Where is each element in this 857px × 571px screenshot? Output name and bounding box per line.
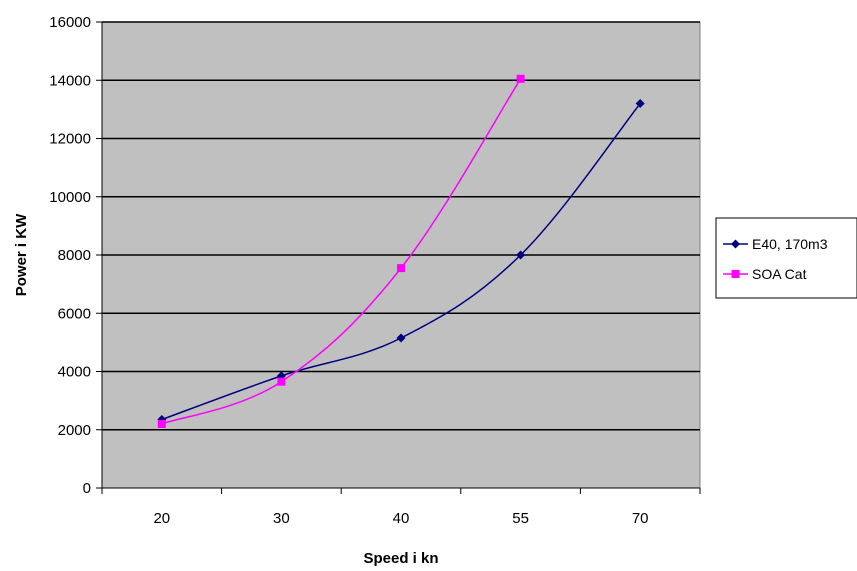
data-point: [635, 99, 645, 109]
legend-marker: [731, 239, 740, 249]
y-tick-label: 16000: [49, 14, 91, 31]
x-tick-label: 30: [273, 510, 290, 527]
data-point: [516, 250, 526, 260]
x-tick-label: 40: [393, 510, 410, 527]
series-line-0: [161, 103, 641, 421]
x-axis-ticks: 20 30 40 55 70: [101, 488, 701, 527]
y-tick-label: 4000: [58, 364, 91, 381]
data-point: [157, 419, 166, 428]
y-tick-label: 6000: [58, 305, 91, 322]
y-axis-ticks: 0 2000 4000 6000 8000 10000 12000 14000 16000: [49, 14, 102, 497]
y-tick-label: 14000: [49, 72, 91, 89]
x-axis-title: Speed i kn: [363, 550, 438, 567]
legend-marker: [731, 270, 740, 278]
series-line-1: [161, 78, 522, 425]
legend-label: SOA Cat: [752, 266, 807, 282]
data-point: [396, 333, 406, 343]
gridlines: [102, 21, 700, 431]
legend: E40, 170m3 SOA Cat: [715, 217, 857, 299]
series-layer: [157, 74, 645, 428]
x-tick-label: 70: [632, 510, 649, 527]
legend-label: E40, 170m3: [752, 236, 828, 252]
x-tick-label: 20: [153, 510, 170, 527]
y-tick-label: 0: [83, 480, 91, 497]
data-point: [277, 377, 286, 386]
legend-box: [715, 217, 857, 299]
y-tick-label: 8000: [58, 247, 91, 264]
y-tick-label: 2000: [58, 422, 91, 439]
x-tick-label: 55: [512, 510, 529, 527]
y-axis-title: Power i KW: [13, 213, 30, 296]
y-tick-label: 12000: [49, 131, 91, 148]
data-point: [516, 74, 525, 83]
y-tick-label: 10000: [49, 189, 91, 206]
data-point: [397, 264, 405, 273]
